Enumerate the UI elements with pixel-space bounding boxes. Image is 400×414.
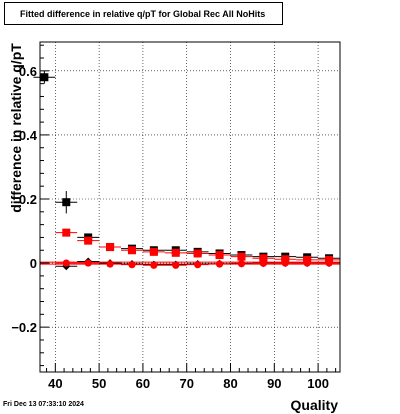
- x-axis-label: Quality: [291, 397, 339, 413]
- data-point: [186, 249, 209, 258]
- x-tick-label: 90: [267, 376, 281, 391]
- square-marker: [149, 247, 158, 256]
- data-point: [230, 252, 253, 261]
- data-point: [77, 259, 100, 267]
- circle-marker: [237, 260, 246, 268]
- square-marker: [106, 243, 115, 252]
- data-point: [208, 260, 231, 268]
- data-point: [142, 261, 165, 269]
- data-point: [164, 248, 187, 257]
- data-point: [121, 246, 143, 255]
- y-tick-label: 0.4: [19, 128, 38, 143]
- data-point: [296, 259, 319, 267]
- circle-marker: [194, 261, 202, 269]
- axes: 40 50 60 70 80 90 100 −0.2 0 0.2 0.4 0.6: [11, 44, 337, 391]
- data-point: [99, 243, 122, 252]
- data-point: [230, 260, 253, 268]
- x-tick-label: 70: [179, 376, 193, 391]
- circle-marker: [215, 260, 224, 268]
- x-tick-label: 40: [48, 376, 62, 391]
- y-tick-label: 0.2: [19, 192, 37, 207]
- data-point: [186, 261, 209, 269]
- square-marker: [62, 228, 71, 237]
- circle-marker: [150, 261, 158, 269]
- y-tick-label: −0.2: [11, 320, 37, 335]
- x-tick-label: 100: [307, 376, 329, 391]
- square-marker: [40, 73, 49, 82]
- chart-title-box: Fitted difference in relative q/pT for G…: [4, 2, 283, 25]
- circle-marker: [84, 259, 92, 267]
- plot-frame: [39, 41, 341, 373]
- data-point: [55, 190, 78, 214]
- square-marker: [84, 236, 93, 245]
- square-marker: [171, 248, 180, 257]
- data-point: [142, 247, 165, 256]
- data-point: [99, 260, 122, 268]
- circle-marker: [303, 259, 311, 267]
- data-series: [33, 70, 340, 271]
- grid-lines: [40, 42, 340, 372]
- data-point: [318, 259, 340, 267]
- circle-marker: [128, 261, 136, 269]
- circle-marker: [325, 259, 333, 267]
- data-point: [274, 259, 297, 267]
- square-marker: [215, 251, 224, 260]
- x-tick-label: 80: [223, 376, 237, 391]
- data-point: [252, 254, 275, 263]
- square-marker: [193, 249, 202, 258]
- timestamp: Fri Dec 13 07:33:10 2024: [3, 401, 84, 408]
- data-point: [77, 236, 100, 245]
- x-tick-label: 60: [136, 376, 150, 391]
- y-tick-label: 0: [30, 256, 37, 271]
- square-marker: [259, 254, 268, 263]
- data-point: [55, 228, 78, 237]
- x-tick-label: 50: [92, 376, 106, 391]
- y-tick-label: 0.6: [19, 64, 37, 79]
- square-marker: [237, 252, 246, 261]
- square-marker: [127, 246, 136, 255]
- data-point: [208, 251, 231, 260]
- circle-marker: [106, 260, 114, 268]
- square-marker: [281, 255, 290, 264]
- circle-marker: [172, 261, 180, 269]
- data-point: [121, 261, 143, 269]
- circle-marker: [62, 259, 70, 267]
- data-point: [55, 259, 78, 267]
- data-point: [252, 259, 275, 267]
- data-point: [33, 70, 56, 84]
- circle-marker: [281, 259, 289, 267]
- y-axis-label: difference in relative q/pT: [8, 43, 24, 213]
- square-marker: [62, 198, 71, 207]
- circle-marker: [259, 259, 267, 267]
- data-point: [164, 261, 187, 269]
- chart-title: Fitted difference in relative q/pT for G…: [20, 8, 266, 19]
